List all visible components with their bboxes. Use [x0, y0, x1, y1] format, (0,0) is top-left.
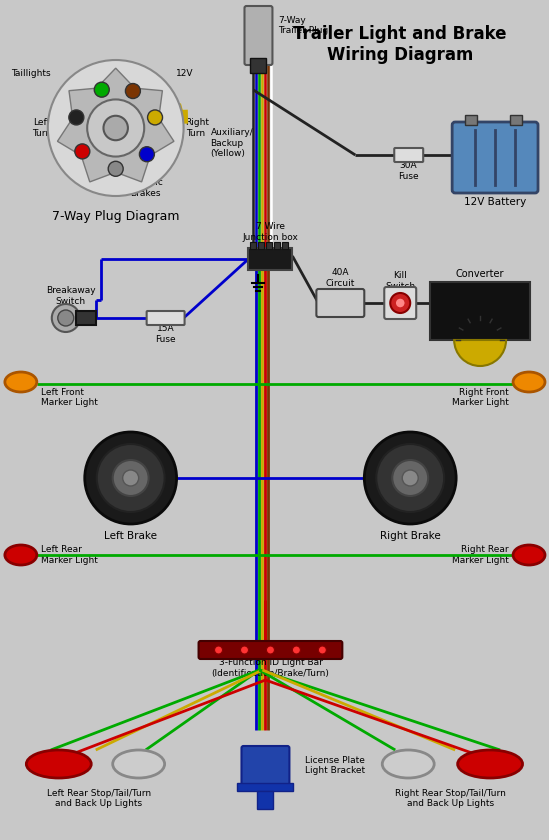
Circle shape	[122, 470, 139, 486]
FancyBboxPatch shape	[394, 148, 423, 162]
Circle shape	[148, 110, 163, 125]
Text: Left Brake: Left Brake	[104, 531, 157, 541]
Text: Ground
(White): Ground (White)	[89, 173, 122, 192]
Bar	[257, 791, 273, 809]
Bar	[250, 242, 256, 249]
Ellipse shape	[382, 750, 434, 778]
Circle shape	[58, 310, 74, 326]
Circle shape	[48, 60, 183, 196]
Text: 3-Function ID Light Bar
(Identification/Brake/Turn): 3-Function ID Light Bar (Identification/…	[211, 659, 329, 678]
Text: Right Brake: Right Brake	[380, 531, 441, 541]
FancyBboxPatch shape	[316, 289, 365, 317]
Bar	[274, 242, 281, 249]
Text: Left
Turn: Left Turn	[32, 118, 51, 138]
Circle shape	[75, 144, 90, 159]
Bar	[250, 58, 266, 73]
Circle shape	[94, 82, 109, 97]
Circle shape	[97, 444, 165, 512]
Text: Breakaway
Switch: Breakaway Switch	[46, 286, 96, 306]
Text: Left Front
Marker Light: Left Front Marker Light	[41, 388, 98, 407]
Circle shape	[85, 432, 177, 524]
Circle shape	[125, 83, 141, 98]
Circle shape	[240, 646, 249, 654]
Circle shape	[293, 646, 300, 654]
Circle shape	[390, 293, 410, 313]
FancyBboxPatch shape	[452, 122, 538, 193]
Circle shape	[215, 646, 222, 654]
Ellipse shape	[513, 372, 545, 392]
Wedge shape	[454, 340, 506, 366]
Bar	[465, 115, 477, 125]
Text: Electric
Brakes: Electric Brakes	[128, 178, 163, 197]
Bar	[76, 311, 96, 325]
Ellipse shape	[113, 750, 165, 778]
Text: 12V Battery: 12V Battery	[464, 197, 526, 207]
FancyBboxPatch shape	[384, 287, 416, 319]
Text: Trailer Light and Brake
Wiring Diagram: Trailer Light and Brake Wiring Diagram	[294, 25, 507, 64]
Circle shape	[266, 646, 274, 654]
Ellipse shape	[5, 372, 37, 392]
Text: 15A
Fuse: 15A Fuse	[155, 324, 176, 344]
Circle shape	[52, 304, 80, 332]
Circle shape	[365, 432, 456, 524]
Ellipse shape	[513, 545, 545, 565]
Bar	[282, 242, 288, 249]
Text: 12V: 12V	[176, 69, 193, 77]
Text: Right Rear Stop/Tail/Turn
and Back Up Lights: Right Rear Stop/Tail/Turn and Back Up Li…	[395, 789, 506, 808]
Text: Right Front
Marker Light: Right Front Marker Light	[452, 388, 509, 407]
Circle shape	[376, 444, 444, 512]
Bar	[510, 115, 522, 125]
Circle shape	[392, 460, 428, 496]
Circle shape	[108, 161, 123, 176]
FancyBboxPatch shape	[244, 6, 272, 65]
Circle shape	[318, 646, 326, 654]
FancyBboxPatch shape	[199, 641, 343, 659]
Ellipse shape	[5, 545, 37, 565]
Polygon shape	[58, 68, 174, 182]
Text: 7-Way
Trailer Plug: 7-Way Trailer Plug	[278, 16, 329, 35]
Text: Auxiliary/
Backup
(Yellow): Auxiliary/ Backup (Yellow)	[210, 129, 253, 158]
Circle shape	[402, 470, 418, 486]
Text: 7-Way Plug Diagram: 7-Way Plug Diagram	[52, 210, 180, 223]
Text: Right Rear
Marker Light: Right Rear Marker Light	[452, 545, 509, 564]
Text: Converter: Converter	[456, 269, 505, 279]
Bar	[238, 783, 293, 791]
Circle shape	[395, 298, 405, 308]
Ellipse shape	[458, 750, 523, 778]
Text: Taillights: Taillights	[11, 69, 51, 77]
Text: Left Rear Stop/Tail/Turn
and Back Up Lights: Left Rear Stop/Tail/Turn and Back Up Lig…	[47, 789, 151, 808]
Text: 30A
Fuse: 30A Fuse	[398, 161, 418, 181]
Text: Left Rear
Marker Light: Left Rear Marker Light	[41, 545, 98, 564]
Bar	[249, 248, 293, 270]
Circle shape	[103, 116, 128, 140]
Circle shape	[139, 147, 154, 162]
FancyBboxPatch shape	[147, 311, 184, 325]
Text: Right
Turn: Right Turn	[186, 118, 210, 138]
Text: License Plate
Light Bracket: License Plate Light Bracket	[305, 756, 366, 775]
Text: Kill
Switch: Kill Switch	[385, 271, 415, 291]
Bar	[259, 242, 265, 249]
Text: 40A
Circuit
Breaker: 40A Circuit Breaker	[323, 268, 358, 298]
Text: 7 Wire
Junction box: 7 Wire Junction box	[243, 223, 299, 242]
Circle shape	[113, 460, 149, 496]
Bar	[266, 242, 272, 249]
Circle shape	[69, 110, 84, 125]
Circle shape	[87, 99, 144, 156]
FancyBboxPatch shape	[242, 746, 289, 788]
Ellipse shape	[26, 750, 91, 778]
Bar	[430, 282, 530, 340]
